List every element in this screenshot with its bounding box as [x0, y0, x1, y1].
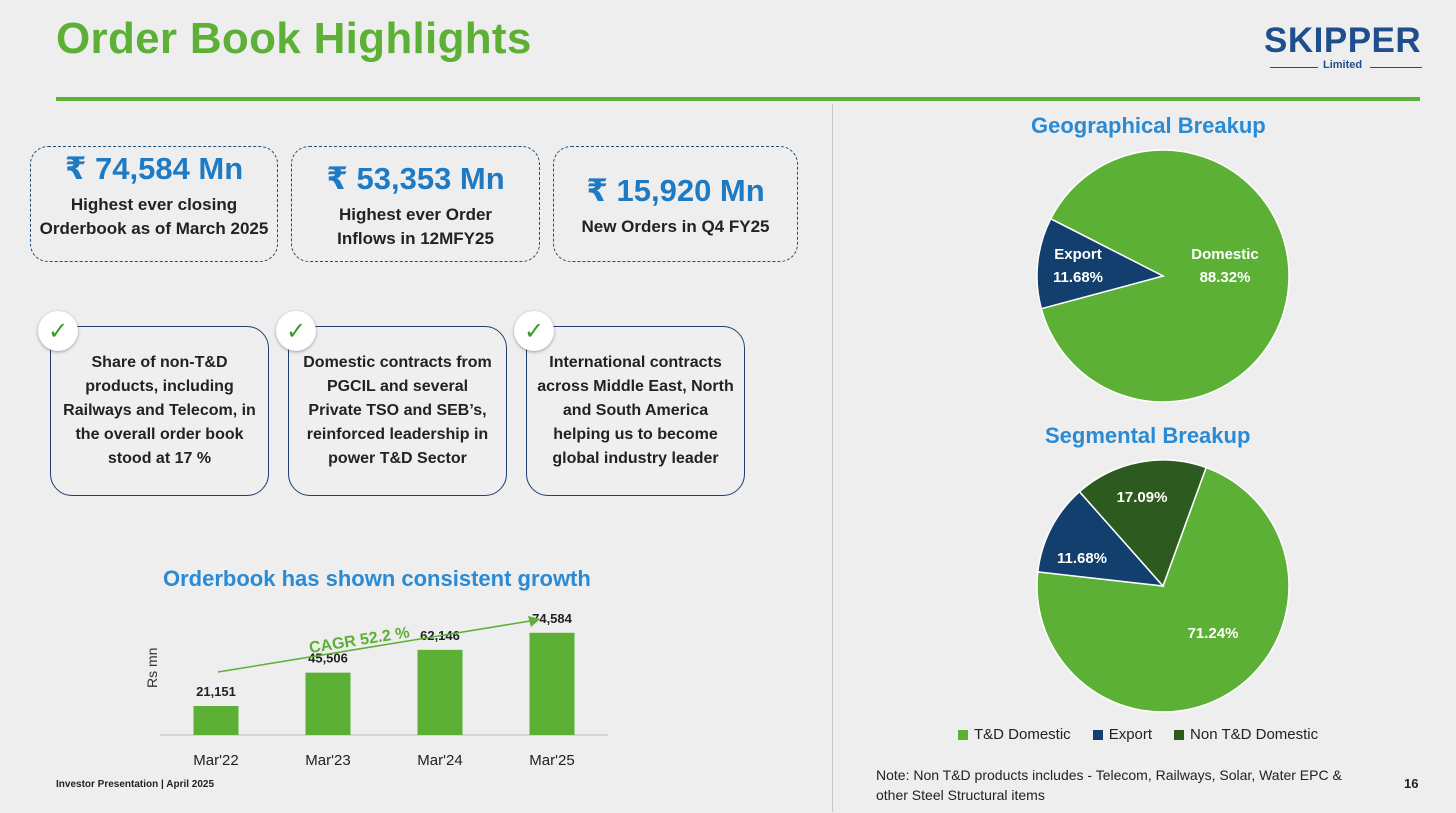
kpi-value: ₹ 74,584 Mn	[64, 151, 244, 186]
title-underline	[56, 97, 1420, 101]
pie-slice	[1036, 217, 1166, 310]
pie-slice	[1078, 459, 1208, 588]
slice-percent-label: 17.09%	[1117, 489, 1168, 506]
legend-item: Non T&D Domestic	[1174, 726, 1318, 743]
legend-label: T&D Domestic	[974, 726, 1071, 743]
orderbook-bar-chart: 21,151Mar'2245,506Mar'2362,146Mar'2474,5…	[144, 611, 608, 769]
cagr-arrow-line	[217, 620, 531, 673]
segment-chart-title: Segmental Breakup	[1045, 423, 1251, 448]
kpi-closing-orderbook: ₹ 74,584 Mn Highest ever closing Orderbo…	[30, 146, 278, 262]
bar	[529, 632, 575, 735]
bar	[305, 672, 351, 735]
slice-percent-label: 71.24%	[1188, 625, 1239, 642]
slice-percent-label: 88.32%	[1200, 269, 1251, 286]
kpi-order-inflows: ₹ 53,353 Mn Highest ever Order Inflows i…	[291, 146, 540, 262]
legend-item: Export	[1092, 726, 1153, 743]
logo-wordmark: SKIPPER	[1264, 21, 1422, 60]
checkmark-icon: ✓	[514, 311, 554, 351]
segment-legend: T&D Domestic Export Non T&D Domestic	[958, 726, 1318, 743]
kpi-new-orders: ₹ 15,920 Mn New Orders in Q4 FY25	[553, 146, 798, 262]
y-axis-label: Rs mn	[144, 648, 160, 688]
highlight-card-non-td: Share of non-T&D products, including Rai…	[50, 326, 269, 496]
page-title: Order Book Highlights	[56, 14, 532, 63]
vertical-divider	[832, 104, 833, 812]
slice-percent-label: 11.68%	[1053, 269, 1103, 286]
bar	[417, 649, 463, 735]
cagr-annotation: CAGR 52.2 %	[308, 624, 411, 657]
kpi-description: Highest ever Order Inflows in 12MFY25	[337, 205, 494, 248]
pie-slice	[1036, 466, 1290, 713]
legend-swatch	[1174, 729, 1185, 740]
bar-value-label: 74,584	[532, 611, 573, 626]
logo-rule-right	[1370, 67, 1422, 68]
legend-label: Non T&D Domestic	[1190, 726, 1319, 743]
kpi-description: Highest ever closing Orderbook as of Mar…	[39, 195, 269, 238]
pie-slice	[1036, 490, 1165, 587]
company-logo: SKIPPER Limited	[1264, 20, 1424, 72]
logo-subtitle: Limited	[1323, 59, 1363, 71]
highlight-card-international: International contracts across Middle Ea…	[526, 326, 745, 496]
highlight-card-domestic: Domestic contracts from PGCIL and severa…	[288, 326, 507, 496]
bar-value-label: 21,151	[196, 684, 236, 699]
slice-name-label: Export	[1054, 246, 1102, 263]
x-tick-label: Mar'22	[193, 752, 238, 769]
pie-slice	[1040, 149, 1290, 403]
legend-swatch	[958, 729, 968, 740]
card-text: International contracts across Middle Ea…	[537, 354, 734, 467]
cagr-arrow-head	[528, 616, 540, 627]
footnote: Note: Non T&D products includes - Teleco…	[876, 767, 1342, 803]
card-text: Share of non-T&D products, including Rai…	[63, 354, 256, 467]
slice-name-label: Domestic	[1191, 246, 1259, 263]
segmental-pie-chart: 71.24% 11.68% 17.09%	[1036, 459, 1290, 713]
x-tick-label: Mar'25	[529, 752, 574, 769]
kpi-value: ₹ 53,353 Mn	[326, 161, 505, 196]
checkmark-icon: ✓	[38, 311, 78, 351]
legend-swatch	[1092, 729, 1103, 740]
x-tick-label: Mar'23	[305, 752, 350, 769]
footer-caption: Investor Presentation | April 2025	[56, 779, 215, 790]
geo-chart-title: Geographical Breakup	[1031, 113, 1266, 138]
slice-percent-label: 11.68%	[1057, 550, 1107, 567]
legend-item: T&D Domestic	[958, 726, 1071, 743]
kpi-value: ₹ 15,920 Mn	[586, 173, 765, 208]
bar-value-label: 45,506	[308, 651, 348, 666]
page-number: 16	[1404, 776, 1419, 791]
geographical-pie-chart: Domestic 88.32% Export 11.68%	[1036, 149, 1290, 403]
kpi-description: New Orders in Q4 FY25	[581, 217, 770, 236]
bar	[193, 706, 239, 735]
legend-label: Export	[1108, 726, 1153, 743]
logo-rule-left	[1270, 67, 1318, 68]
checkmark-icon: ✓	[276, 311, 316, 351]
x-tick-label: Mar'24	[417, 752, 462, 769]
bar-chart-title: Orderbook has shown consistent growth	[163, 566, 591, 591]
card-text: Domestic contracts from PGCIL and severa…	[303, 354, 492, 467]
